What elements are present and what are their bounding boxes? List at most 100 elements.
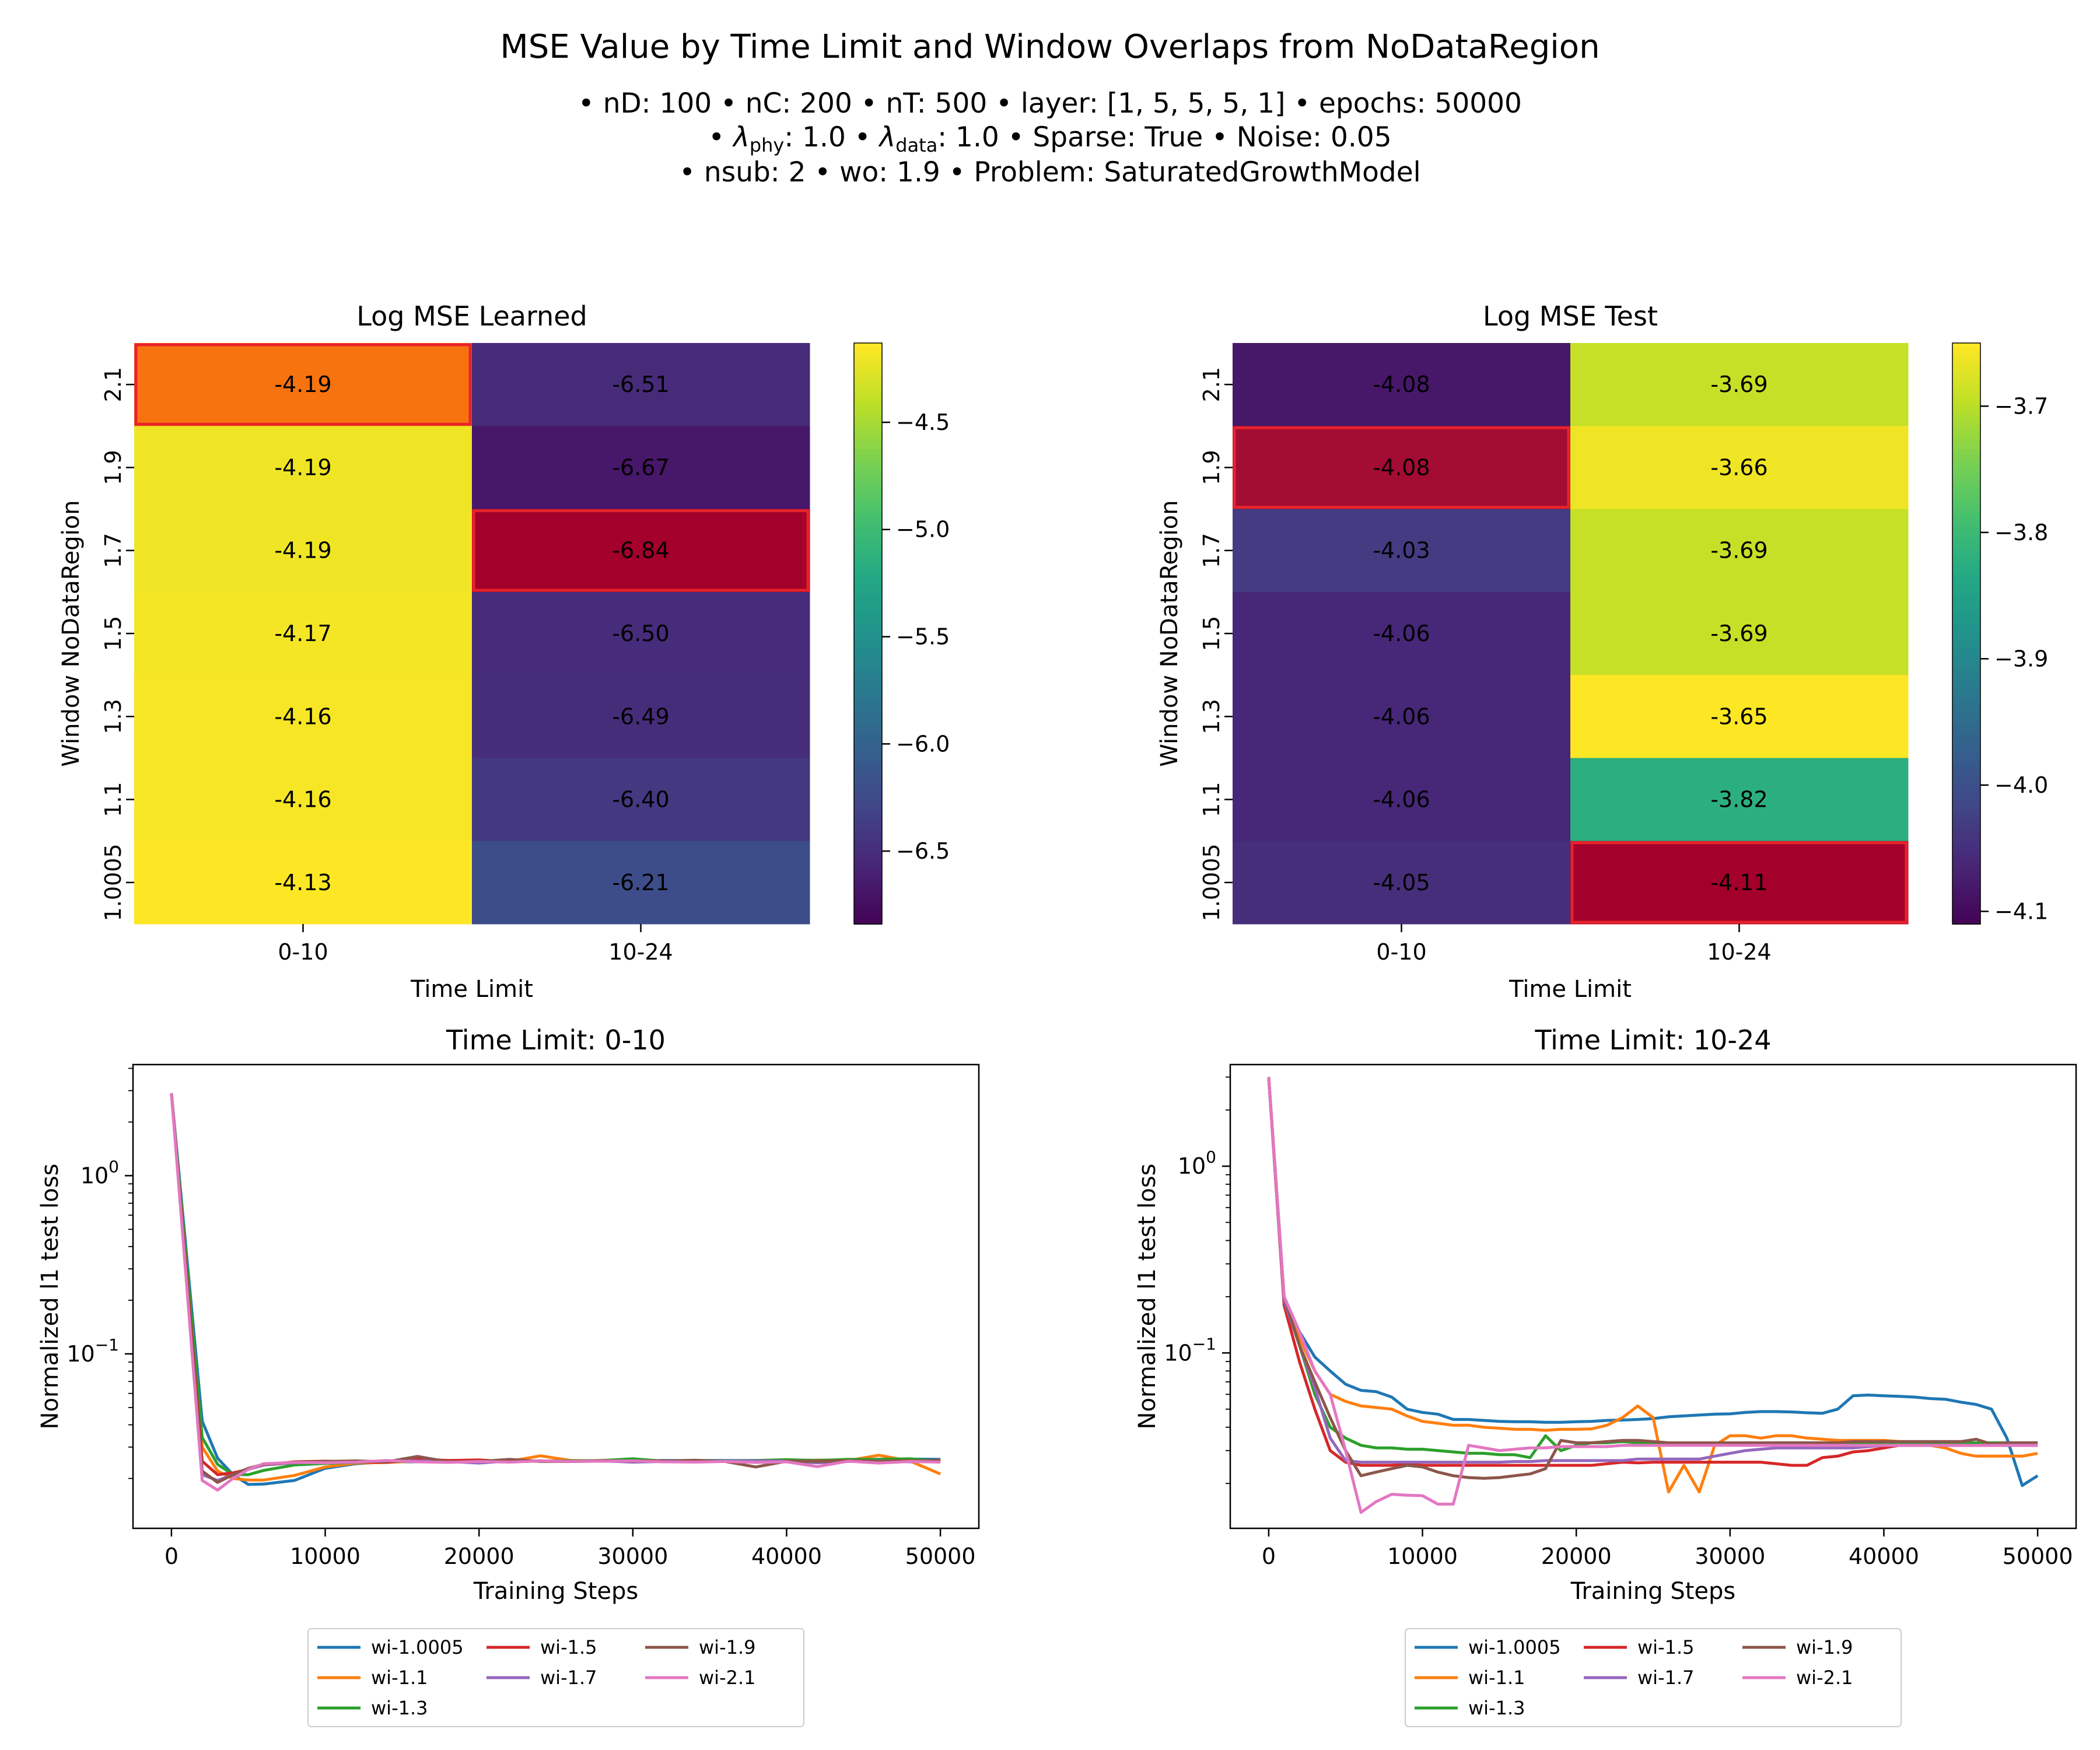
y-tick-label: 1.0005 (1199, 844, 1224, 921)
colorbar-segment (854, 667, 882, 673)
colorbar-segment (1952, 488, 1980, 494)
colorbar-segment (1952, 720, 1980, 726)
x-tick-label: 0-10 (278, 939, 328, 965)
y-tick-base: 10 (80, 1163, 108, 1188)
x-tick-label: 10-24 (608, 939, 673, 965)
colorbar-segment (854, 750, 882, 755)
colorbar-segment (854, 440, 882, 446)
colorbar-segment (854, 798, 882, 804)
legend-entry: wi-1.3 (1468, 1697, 1525, 1719)
cell-value-label: -4.16 (274, 787, 331, 813)
colorbar-segment (854, 594, 882, 600)
colorbar-segment (1952, 382, 1980, 387)
heatmap-cell (1570, 592, 1909, 676)
subtitle-data-value: : 1.0 • Sparse: True • Noise: 0.05 (937, 121, 1392, 153)
colorbar-segment (854, 522, 882, 528)
heatmap-1: Log MSE Learned -4.19 -6.51 -4.19 -6.67 -4.19… (58, 300, 950, 1003)
colorbar-segment (854, 517, 882, 523)
colorbar-segment (854, 537, 882, 542)
colorbar-segment (854, 570, 882, 576)
colorbar-segment (1952, 885, 1980, 891)
colorbar-segment (1952, 919, 1980, 925)
colorbar-segment (854, 653, 882, 659)
colorbar-segment (1952, 779, 1980, 785)
legend-box (307, 1628, 804, 1727)
colorbar-segment (1952, 730, 1980, 736)
cell-value-label: -4.16 (274, 704, 331, 729)
colorbar-segment (854, 367, 882, 373)
colorbar-segment (1952, 415, 1980, 421)
colorbar-segment (854, 735, 882, 741)
colorbar-segment (1952, 420, 1980, 426)
colorbar-segment (1952, 411, 1980, 416)
legend-entry: wi-1.1 (1468, 1667, 1525, 1689)
x-tick-label: 10000 (1387, 1544, 1458, 1569)
series-line-wi-2.1 (170, 1093, 941, 1492)
heatmap-title: Log MSE Test (1483, 300, 1658, 332)
colorbar-segment (854, 343, 882, 349)
colorbar-segment (1952, 682, 1980, 688)
y-tick-label: 10−1 (66, 1335, 119, 1367)
y-tick-label: 1.9 (1199, 450, 1224, 485)
cell-value-label: -4.11 (1710, 870, 1768, 895)
line-chart-title: Time Limit: 10-24 (1534, 1024, 1771, 1056)
x-tick-label: 40000 (1849, 1544, 1919, 1569)
colorbar-segment (1952, 585, 1980, 591)
figure-subtitle-line-3: • nsub: 2 • wo: 1.9 • Problem: Saturated… (679, 156, 1421, 188)
colorbar-segment (854, 372, 882, 378)
series-line-wi-1.7 (170, 1093, 941, 1482)
y-tick-label: 100 (80, 1157, 119, 1189)
colorbar-segment (1952, 653, 1980, 659)
colorbar-segment (1952, 512, 1980, 518)
colorbar-segment (1952, 405, 1980, 412)
cell-value-label: -4.13 (274, 870, 331, 895)
colorbar-segment (1952, 449, 1980, 455)
legend-entry: wi-1.0005 (1468, 1636, 1561, 1658)
line-chart-title: Time Limit: 0-10 (446, 1024, 666, 1056)
colorbar-tick-label: −3.7 (1994, 393, 2048, 419)
colorbar-segment (1952, 435, 1980, 440)
colorbar-segment (854, 551, 882, 557)
series-line-wi-1.5 (170, 1093, 941, 1476)
colorbar-segment (1952, 866, 1980, 872)
colorbar-segment (854, 478, 882, 484)
colorbar-segment (1952, 687, 1980, 692)
series-line-wi-1.3 (1267, 1077, 2038, 1460)
colorbar-segment (854, 803, 882, 808)
y-tick-label: 1.9 (100, 450, 126, 485)
colorbar-segment (854, 449, 882, 455)
colorbar-segment (854, 866, 882, 872)
colorbar-segment (1952, 900, 1980, 905)
legend-entry: wi-1.3 (371, 1697, 428, 1719)
heatmap-cell (472, 675, 810, 758)
colorbar-segment (854, 430, 882, 436)
colorbar-segment (854, 716, 882, 722)
legend-entry: wi-1.7 (540, 1667, 597, 1689)
colorbar-segment (1952, 677, 1980, 682)
heatmap-2: Log MSE Test -4.08 -3.69 -4.08 -3.66 -4.03 -3.… (1156, 300, 2048, 1003)
y-tick-label: 2.1 (1199, 367, 1224, 402)
cell-value-label: -3.69 (1710, 621, 1768, 646)
y-tick-label: 1.5 (1199, 616, 1224, 651)
heatmap-cell (134, 758, 473, 842)
colorbar-segment (1952, 575, 1980, 581)
heatmap-cell (1233, 675, 1571, 758)
colorbar-segment (1952, 604, 1980, 610)
colorbar-segment (854, 909, 882, 915)
heatmap-cell (472, 509, 810, 593)
colorbar-segment (854, 919, 882, 925)
y-tick-label: 1.5 (100, 616, 126, 651)
colorbar-segment (1952, 502, 1980, 509)
colorbar-tick-label: −4.1 (1994, 898, 2048, 924)
colorbar-segment (1952, 783, 1980, 789)
colorbar-segment (1952, 454, 1980, 460)
colorbar-segment (854, 900, 882, 905)
colorbar-segment (854, 377, 882, 383)
colorbar-segment (1952, 643, 1980, 649)
series-line-wi-1.0005 (170, 1093, 941, 1486)
colorbar-segment (854, 788, 882, 794)
series-line-wi-1.9 (1267, 1077, 2038, 1480)
colorbar-segment (854, 391, 882, 397)
x-tick-label: 10000 (290, 1544, 360, 1569)
line-chart-3: Time Limit: 0-10 0 10000 20000 30000 40000 500… (37, 1024, 980, 1727)
